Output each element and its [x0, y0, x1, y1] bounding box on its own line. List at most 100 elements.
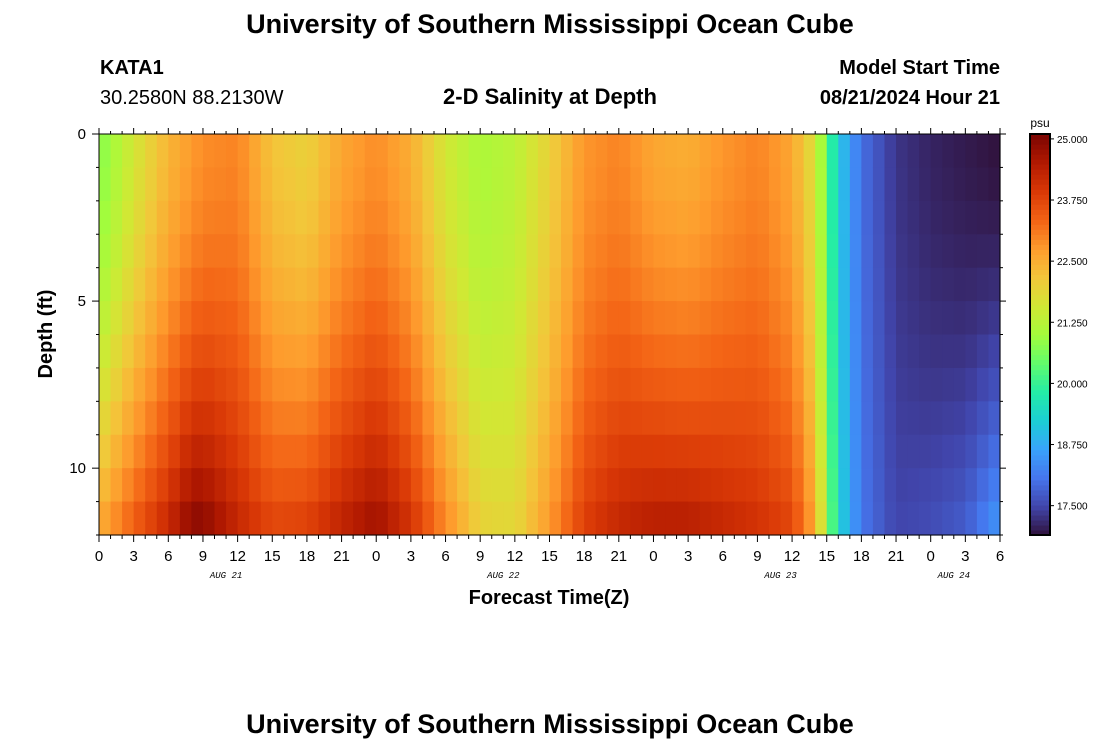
heatmap-cell [757, 434, 770, 469]
heatmap-cell [214, 468, 227, 503]
heatmap-cell [99, 434, 112, 469]
heatmap-cell [688, 267, 701, 302]
heatmap-cell [214, 434, 227, 469]
heatmap-cell [179, 167, 193, 202]
heatmap-cell [168, 234, 181, 269]
heatmap-cell [364, 200, 377, 235]
heatmap-cell [711, 301, 724, 336]
heatmap-cell [399, 334, 412, 369]
heatmap-cell [422, 267, 435, 302]
heatmap-cell [849, 301, 862, 336]
colorbar-segment [1030, 179, 1050, 185]
heatmap-cell [953, 234, 966, 269]
heatmap-cell [260, 334, 273, 369]
colorbar-segment [1030, 469, 1050, 476]
heatmap-cell [792, 200, 805, 235]
heatmap-cell [930, 367, 943, 402]
heatmap-cell [237, 234, 250, 269]
heatmap-cell [364, 367, 377, 402]
heatmap-cell [896, 334, 909, 369]
heatmap-cell [399, 167, 412, 202]
heatmap-cell [896, 434, 909, 469]
x-tick-label: 6 [164, 548, 172, 565]
heatmap-cell [676, 401, 689, 436]
heatmap-cell [861, 267, 874, 302]
heatmap-cell [768, 468, 782, 503]
heatmap-cell [907, 200, 920, 235]
colorbar-segment [1030, 234, 1050, 240]
heatmap-cell [872, 234, 886, 269]
heatmap-cell [179, 200, 193, 235]
heatmap-cell [965, 468, 978, 503]
heatmap-cell [202, 200, 216, 235]
heatmap-cell [526, 200, 539, 235]
heatmap-cell [364, 334, 377, 369]
colorbar-segment [1030, 164, 1050, 170]
colorbar-segment [1030, 174, 1050, 180]
heatmap-cell [711, 234, 724, 269]
y-axis: 0 5 10 [69, 126, 1006, 536]
heatmap-cell [584, 401, 597, 436]
heatmap-cell [364, 401, 377, 436]
heatmap-cell [376, 401, 389, 436]
heatmap-cell [780, 234, 793, 269]
heatmap-cell [468, 200, 481, 235]
heatmap-cell [480, 234, 493, 269]
heatmap-cell [537, 434, 551, 469]
heatmap-cell [330, 134, 343, 169]
colorbar-segment [1030, 349, 1050, 356]
x-tick-label: 6 [441, 548, 449, 565]
heatmap-cell [745, 167, 759, 202]
colorbar-segment [1030, 379, 1050, 386]
heatmap-cell [422, 234, 435, 269]
heatmap-cell [919, 200, 932, 235]
heatmap-cell [780, 401, 793, 436]
colorbar-segment [1030, 354, 1050, 361]
heatmap-cell [503, 367, 516, 402]
heatmap-cell [896, 401, 909, 436]
heatmap-cell [376, 267, 389, 302]
colorbar-segment [1030, 299, 1050, 306]
heatmap-cell [191, 334, 204, 369]
heatmap-cell [907, 134, 920, 169]
heatmap-cell [584, 434, 597, 469]
colorbar-segment [1030, 134, 1050, 140]
heatmap-cell [122, 434, 135, 469]
heatmap-cell [930, 167, 943, 202]
heatmap-cell [942, 301, 955, 336]
heatmap-cell [641, 434, 655, 469]
heatmap-cell [988, 167, 1001, 202]
heatmap-cell [896, 267, 909, 302]
heatmap-cell [561, 301, 574, 336]
heatmap-cell [145, 234, 158, 269]
heatmap-cell [768, 401, 782, 436]
heatmap-cell [283, 367, 296, 402]
colorbar-segment [1030, 374, 1050, 381]
heatmap-cell [457, 134, 470, 169]
colorbar-segment [1030, 489, 1050, 496]
heatmap-cell [145, 167, 158, 202]
x-tick-label: 12 [507, 548, 524, 565]
colorbar-segment [1030, 359, 1050, 366]
heatmap-cell [849, 134, 862, 169]
heatmap-cell [295, 267, 308, 302]
x-tick-label: 15 [818, 548, 835, 565]
colorbar-segment [1030, 429, 1050, 436]
heatmap-cell [122, 200, 135, 235]
heatmap-cell [179, 234, 193, 269]
heatmap-cell [838, 434, 851, 469]
heatmap-cell [99, 267, 112, 302]
heatmap-cell [191, 301, 204, 336]
heatmap-cell [838, 501, 851, 536]
heatmap-cell [330, 301, 343, 336]
heatmap-cell [283, 167, 296, 202]
heatmap-cell [757, 401, 770, 436]
heatmap-cell [561, 200, 574, 235]
heatmap-cell [768, 367, 782, 402]
heatmap-cell [156, 401, 169, 436]
heatmap-cell [803, 367, 816, 402]
heatmap-cell [745, 234, 759, 269]
colorbar-segment [1030, 454, 1050, 461]
heatmap-cell [433, 434, 447, 469]
heatmap-cell [457, 334, 470, 369]
